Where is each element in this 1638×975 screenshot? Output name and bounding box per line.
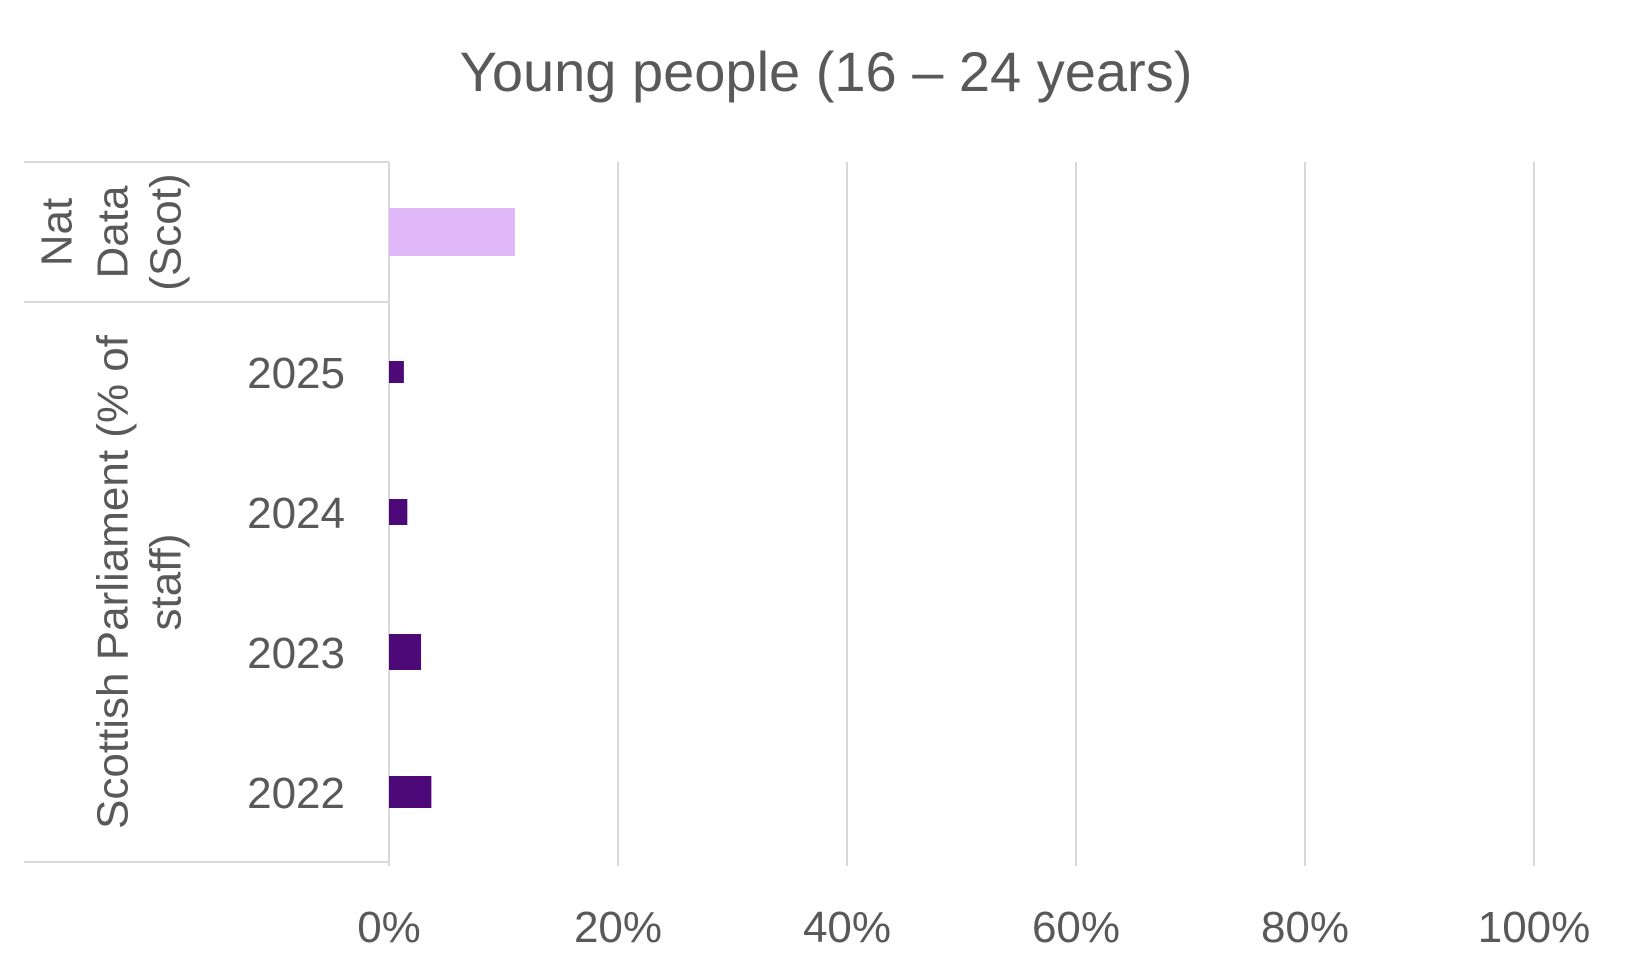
group-label-0-line-2: (Scot)	[142, 173, 191, 290]
group-label-0-line-0: Nat	[33, 198, 82, 266]
category-label-2024: 2024	[247, 489, 345, 538]
bar-0-0	[389, 208, 515, 256]
x-tick-labels: 0% 20% 40% 60% 80% 100%	[357, 903, 1590, 952]
x-tick-label-60: 60%	[1032, 903, 1120, 952]
bar-1-1	[389, 499, 408, 525]
x-tick-label-20: 20%	[574, 903, 662, 952]
x-tick-label-0: 0%	[357, 903, 421, 952]
x-tick-label-100: 100%	[1478, 903, 1591, 952]
bar-1-3	[389, 776, 432, 808]
x-tick-label-40: 40%	[803, 903, 891, 952]
x-tick-label-80: 80%	[1261, 903, 1349, 952]
group-labels: Nat Data (Scot)Scottish Parliament (% of st…	[33, 173, 191, 829]
category-label-2022: 2022	[247, 769, 345, 818]
category-label-2023: 2023	[247, 629, 345, 678]
category-labels: 2025 2024 2023 2022	[247, 349, 345, 818]
gridlines	[617, 162, 1535, 866]
group-label-1-line-1: staff)	[142, 533, 191, 630]
bars	[389, 208, 515, 808]
chart-title: Young people (16 – 24 years)	[460, 40, 1193, 103]
bar-1-0	[389, 361, 404, 383]
group-label-1-line-0: Scottish Parliament (% of	[89, 334, 138, 829]
group-label-0-line-1: Data	[89, 185, 138, 278]
category-label-2025: 2025	[247, 349, 345, 398]
bar-1-2	[389, 634, 422, 670]
